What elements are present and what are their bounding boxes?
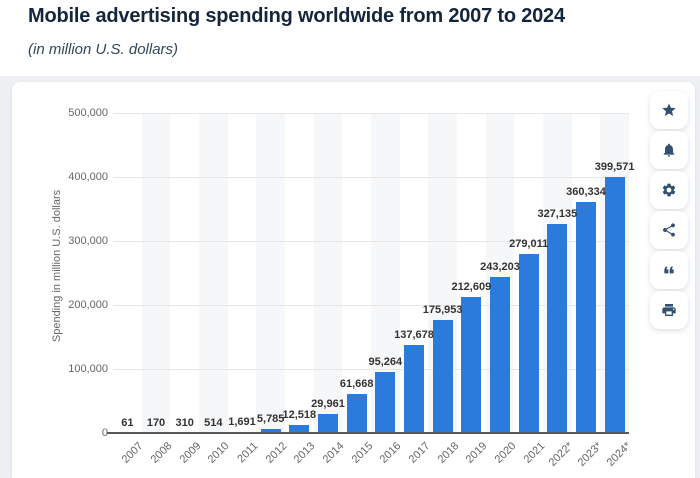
cite-button[interactable] [650, 251, 688, 289]
bar-2015[interactable] [346, 393, 367, 433]
y-tick-label: 100,000 [68, 363, 108, 375]
bar-2020[interactable] [490, 277, 510, 433]
x-tick-2018: 2018 [435, 440, 462, 466]
y-tick-label: 0 [101, 427, 108, 439]
bar-value-label-2016: 95,264 [368, 356, 403, 369]
bar-2018[interactable] [432, 320, 453, 433]
x-tick-2020: 2020 [492, 440, 519, 466]
bar-value-label-2015: 61,668 [339, 377, 374, 390]
bar-value-label-2010: 514 [204, 416, 223, 429]
gridline [113, 368, 629, 370]
bar-value-label-2018: 175,953 [422, 304, 463, 317]
bar-value-label-2023*: 360,334 [566, 186, 606, 199]
bar-2016[interactable] [375, 372, 396, 433]
y-tick-label: 300,000 [68, 235, 108, 247]
x-tick-2019: 2019 [464, 440, 490, 466]
bar-2014[interactable] [318, 413, 338, 433]
star-icon [662, 103, 676, 116]
share-icon [663, 223, 675, 237]
bar-value-label-2020: 243,203 [480, 261, 520, 274]
x-tick-2010: 2010 [206, 440, 232, 466]
column-band [313, 113, 343, 433]
x-tick-2014: 2014 [320, 440, 347, 466]
notifications-button[interactable] [650, 131, 688, 169]
y-tick-label: 500,000 [68, 107, 108, 119]
settings-button[interactable] [650, 171, 688, 209]
x-tick-2016: 2016 [378, 440, 404, 466]
y-tick-label: 400,000 [68, 171, 108, 183]
column-band [256, 113, 285, 433]
bell-icon [663, 143, 675, 157]
bar-2021[interactable] [518, 254, 539, 433]
bar-value-label-2019: 212,609 [451, 280, 492, 293]
x-tick-2023*: 2023* [575, 440, 605, 469]
x-tick-2022*: 2022* [546, 440, 576, 469]
bar-2012[interactable] [260, 429, 281, 433]
bar-value-label-2012: 5,785 [256, 413, 285, 426]
chart-card: Spending in million U.S. dollars 500,000… [12, 82, 695, 478]
print-button[interactable] [650, 291, 688, 329]
favorite-button[interactable] [650, 91, 688, 129]
bar-2023*[interactable] [576, 202, 596, 433]
column-band [141, 113, 171, 433]
x-tick-2011: 2011 [235, 440, 261, 466]
share-button[interactable] [650, 211, 688, 249]
gridline [113, 240, 629, 242]
bar-value-label-2008: 170 [146, 416, 166, 429]
y-tick-label: 200,000 [68, 299, 108, 311]
bar-value-label-2022*: 327,135 [537, 207, 578, 220]
bar-2024*[interactable] [604, 177, 625, 433]
bar-value-label-2007: 61 [121, 416, 134, 429]
page-title: Mobile advertising spending worldwide fr… [28, 5, 565, 27]
bar-value-label-2014: 29,961 [311, 397, 345, 410]
gear-icon [662, 183, 676, 197]
gridline [113, 112, 629, 114]
quote-icon [664, 266, 674, 274]
bar-value-label-2013: 12,518 [282, 409, 317, 421]
x-tick-2017: 2017 [406, 440, 433, 466]
plot-area: 61 170 310 514 1,691 5,785 12,518 29,961 61,668 9… [107, 112, 635, 434]
page-header: Mobile advertising spending worldwide fr… [0, 0, 700, 76]
x-tick-2024*: 2024* [604, 440, 634, 469]
x-tick-2012: 2012 [263, 440, 290, 466]
x-tick-2008: 2008 [148, 440, 175, 466]
x-tick-2015: 2015 [349, 440, 376, 466]
bar-2013[interactable] [289, 425, 310, 433]
page-subtitle: (in million U.S. dollars) [28, 41, 179, 58]
bar-value-label-2024*: 399,571 [594, 161, 635, 174]
gridline [113, 176, 629, 178]
x-tick-2013: 2013 [292, 440, 318, 466]
bar-value-label-2017: 137,678 [394, 328, 434, 341]
bar-2017[interactable] [404, 344, 424, 433]
x-tick-2021: 2021 [521, 440, 548, 466]
column-band [199, 113, 228, 433]
bar-value-label-2009: 310 [175, 416, 194, 429]
gridline [113, 304, 629, 306]
bar-value-label-2011: 1,691 [228, 415, 256, 428]
x-axis-line [107, 432, 629, 434]
bar-2019[interactable] [461, 296, 482, 433]
bar-value-label-2021: 279,011 [509, 238, 549, 251]
printer-icon [662, 304, 676, 316]
y-axis-ticks: 500,000 400,000 300,000 200,000 100,000 0 [48, 107, 108, 439]
x-tick-2007: 2007 [120, 440, 146, 466]
x-tick-2009: 2009 [177, 440, 204, 466]
bar-2022*[interactable] [547, 223, 568, 433]
